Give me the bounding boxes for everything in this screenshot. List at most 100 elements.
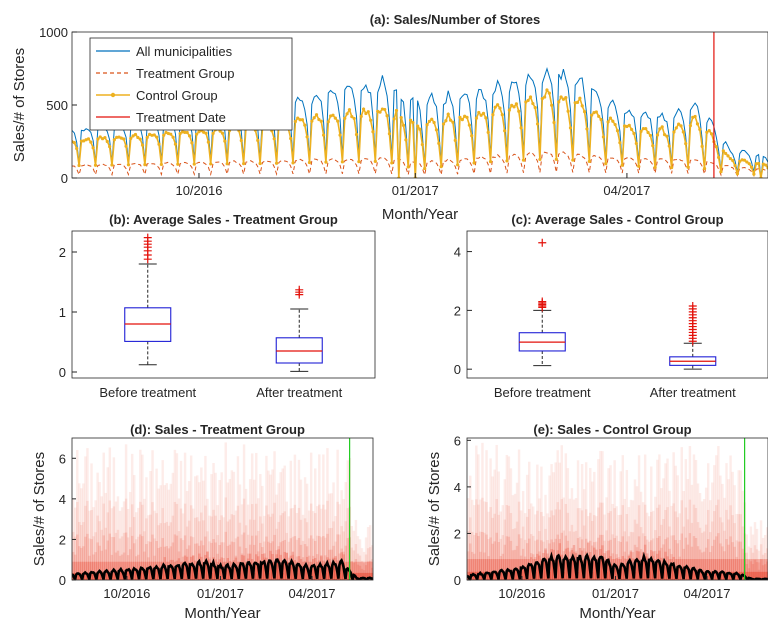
control-marker xyxy=(655,133,660,137)
control-marker xyxy=(719,170,723,174)
density-band xyxy=(135,556,138,580)
density-band xyxy=(542,552,545,580)
control-marker xyxy=(439,165,443,169)
density-band xyxy=(92,507,95,580)
control-marker xyxy=(615,129,620,133)
density-band xyxy=(471,559,474,580)
density-band xyxy=(739,559,742,580)
density-band xyxy=(328,493,331,580)
density-band xyxy=(735,513,738,580)
density-band xyxy=(106,570,110,580)
density-band xyxy=(619,541,622,580)
density-band xyxy=(515,545,519,580)
density-band xyxy=(277,559,280,580)
density-band xyxy=(481,442,484,580)
density-band xyxy=(248,562,252,580)
density-band xyxy=(609,465,612,580)
density-band xyxy=(751,559,755,580)
density-band xyxy=(147,561,150,580)
density-band xyxy=(737,559,740,580)
control-marker xyxy=(500,113,504,117)
control-marker xyxy=(543,95,547,99)
density-band xyxy=(118,538,122,580)
density-band xyxy=(674,540,677,580)
panel-a: Sales/# of Stores All municipalities Treat… xyxy=(11,31,768,179)
density-band xyxy=(220,472,223,580)
control-marker xyxy=(122,137,126,141)
panel-d: Sales/# of Stores xyxy=(31,438,373,581)
density-band xyxy=(580,539,584,580)
density-band xyxy=(613,460,616,580)
density-band xyxy=(757,559,761,580)
density-band xyxy=(589,540,592,580)
density-band xyxy=(741,490,744,580)
density-band xyxy=(228,544,232,580)
control-marker xyxy=(115,135,119,139)
panel-b xyxy=(72,233,323,373)
density-band xyxy=(210,542,213,580)
control-marker xyxy=(425,123,429,127)
density-band xyxy=(584,551,588,580)
density-band xyxy=(635,560,639,580)
density-band xyxy=(354,543,358,580)
density-band xyxy=(607,512,610,580)
density-band xyxy=(183,452,187,580)
density-band xyxy=(311,555,315,580)
density-band xyxy=(250,535,254,580)
density-band xyxy=(212,463,215,580)
control-marker xyxy=(756,161,761,166)
density-band xyxy=(96,542,99,580)
density-band xyxy=(615,535,618,580)
density-band xyxy=(668,548,671,580)
density-band xyxy=(467,498,470,580)
control-marker xyxy=(747,162,751,166)
density-band xyxy=(627,563,631,580)
density-band xyxy=(78,561,81,580)
control-marker xyxy=(145,135,149,139)
density-band xyxy=(297,564,301,580)
density-band xyxy=(582,489,586,580)
density-band xyxy=(643,556,647,580)
density-band xyxy=(650,466,653,580)
density-band xyxy=(696,559,700,580)
density-band xyxy=(88,510,91,580)
density-band xyxy=(684,567,688,580)
density-band xyxy=(749,561,753,580)
density-band xyxy=(90,539,93,580)
density-band xyxy=(218,545,221,580)
density-band xyxy=(672,535,675,580)
density-band xyxy=(731,471,734,580)
density-band xyxy=(745,552,749,580)
control-marker xyxy=(72,141,76,145)
density-band xyxy=(692,568,696,580)
density-band xyxy=(507,536,511,580)
density-band xyxy=(550,549,553,580)
density-band xyxy=(536,539,539,580)
density-band xyxy=(346,538,349,580)
density-band xyxy=(314,513,317,580)
density-band xyxy=(568,498,572,580)
density-band xyxy=(525,474,529,580)
density-band xyxy=(702,499,706,580)
density-band xyxy=(289,563,293,580)
density-band xyxy=(613,508,616,580)
density-band xyxy=(151,450,154,580)
density-band xyxy=(635,523,639,580)
category-label: Before treatment xyxy=(494,385,591,400)
density-band xyxy=(717,533,720,580)
control-marker xyxy=(709,132,714,136)
density-band xyxy=(706,539,710,580)
control-marker xyxy=(336,119,340,123)
series-treatment-group xyxy=(72,151,768,177)
density-band xyxy=(725,559,728,580)
density-band xyxy=(475,532,478,580)
control-marker xyxy=(608,116,613,120)
density-band xyxy=(354,558,358,580)
density-band xyxy=(352,562,356,580)
control-marker xyxy=(717,155,721,159)
density-band xyxy=(623,498,627,580)
density-band xyxy=(232,566,236,580)
density-band xyxy=(179,538,183,580)
density-band xyxy=(566,512,570,580)
density-band xyxy=(76,502,79,580)
